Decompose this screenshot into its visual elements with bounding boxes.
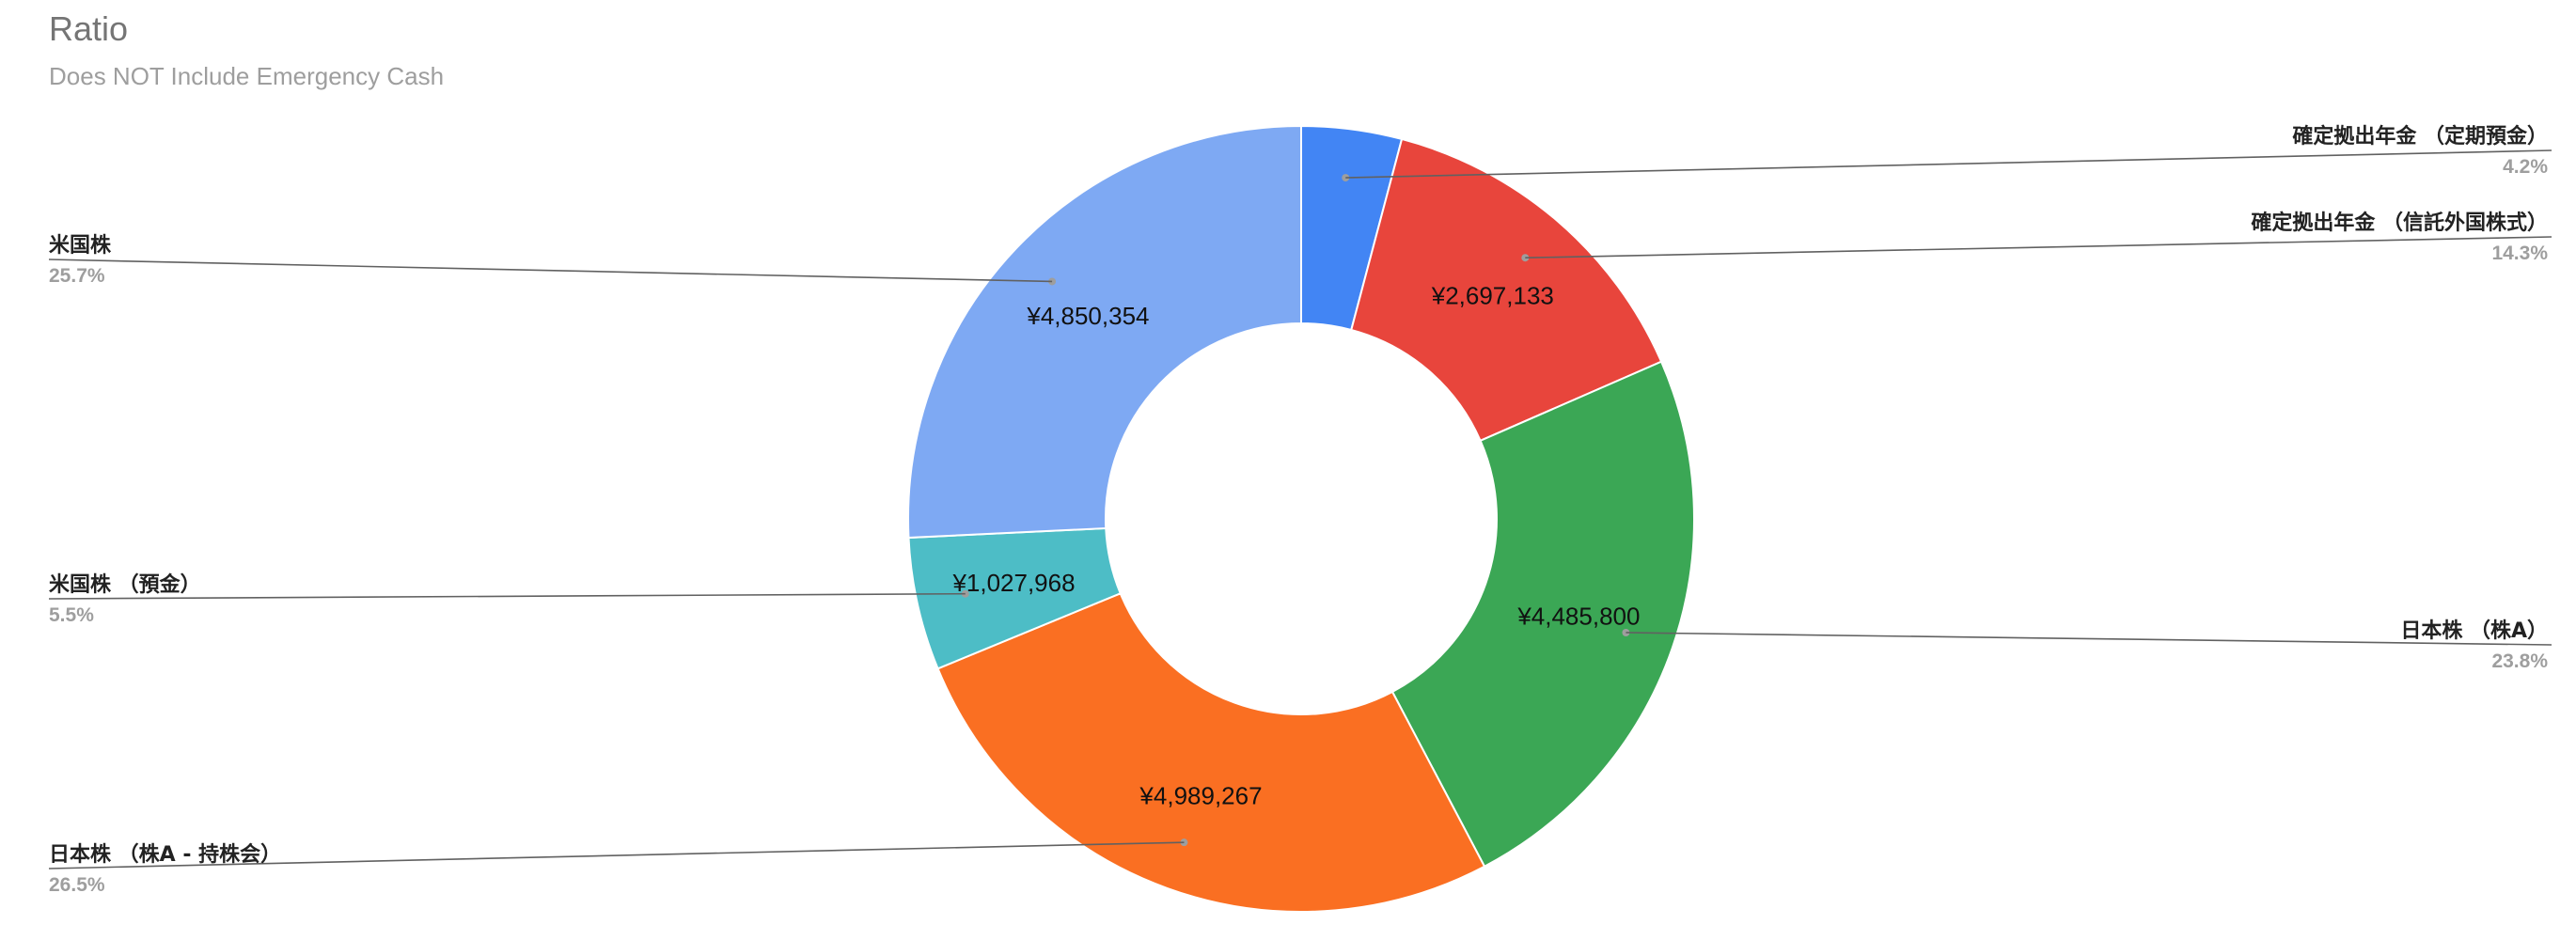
value-labels-layer: ¥2,697,133 ¥4,485,800 ¥4,989,267 ¥1,027,968… [951,281,1640,809]
callout-line-3 [48,841,1185,870]
callout-line-2 [1626,632,2552,646]
callout-percent-2: 23.8% [2491,650,2548,672]
callout-percent-0: 4.2% [2503,156,2548,178]
slice-value-label-4: ¥1,027,968 [951,569,1075,597]
callout-percent-1: 14.3% [2491,243,2548,264]
chart-title: Ratio [49,9,129,48]
callout-percent-4: 5.5% [49,604,94,626]
slice-value-label-3: ¥4,989,267 [1139,781,1262,809]
slice-2[interactable] [1390,360,1695,869]
callout-label-1: 確定拠出年金 （信託外国株式） [2251,211,2548,235]
callout-line-5 [48,258,1053,283]
callouts-layer: 確定拠出年金 （定期預金） 4.2% 確定拠出年金 （信託外国株式） 14.3% 日本株… [48,124,2552,896]
slice-value-label-5: ¥4,850,354 [1026,302,1149,330]
callout-percent-3: 26.5% [49,874,105,896]
callout-line-1 [1525,236,2552,259]
slice-value-label-2: ¥4,485,800 [1516,602,1640,630]
callout-line-4 [48,592,966,600]
callout-label-2: 日本株 （株A） [2400,619,2548,643]
callout-label-3: 日本株 （株A - 持株会） [49,842,281,867]
callout-label-4: 米国株 （預金） [49,572,201,597]
callout-label-0: 確定拠出年金 （定期預金） [2292,124,2548,149]
slices-layer [907,124,1695,913]
slice-3[interactable] [936,591,1486,913]
callout-label-5: 米国株 [49,234,112,258]
slice-value-label-1: ¥2,697,133 [1431,281,1554,309]
slice-5[interactable] [907,124,1302,540]
callout-line-0 [1345,149,2552,179]
slice-1[interactable] [1350,137,1663,443]
callout-percent-5: 25.7% [49,265,105,287]
chart-subtitle: Does NOT Include Emergency Cash [49,62,445,90]
callout-dot-4 [961,589,969,598]
